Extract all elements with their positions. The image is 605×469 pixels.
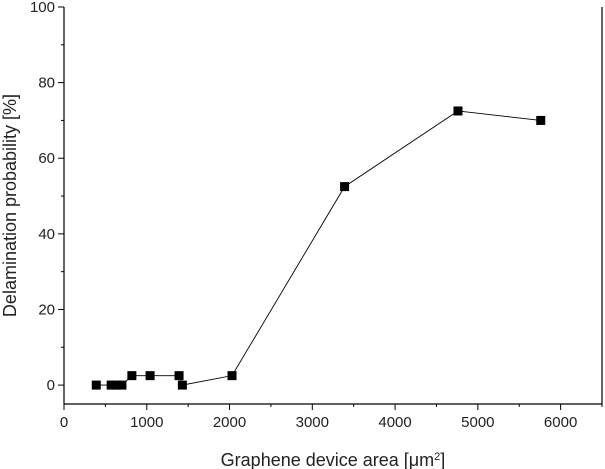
axes — [63, 7, 603, 405]
data-point — [111, 380, 121, 390]
data-point — [127, 371, 137, 381]
y-tick-label: 40 — [38, 226, 55, 243]
x-tick-label: 0 — [60, 414, 68, 431]
data-point — [117, 380, 127, 390]
data-point — [91, 380, 101, 390]
data-point — [453, 106, 463, 116]
x-axis-title-suffix: ] — [440, 450, 445, 469]
x-axis-ticks: 0 1000 2000 3000 4000 5000 6000 — [60, 404, 603, 431]
x-axis-title-superscript: 2 — [434, 451, 440, 463]
y-tick-label: 100 — [30, 0, 55, 16]
axis-frame — [63, 7, 603, 405]
x-tick-label: 1000 — [130, 414, 163, 431]
data-point — [177, 380, 187, 390]
x-axis-title: Graphene device area [μm2] — [221, 450, 446, 469]
x-tick-label: 3000 — [296, 414, 329, 431]
x-tick-label: 6000 — [544, 414, 577, 431]
x-tick-label: 4000 — [378, 414, 411, 431]
data-point — [145, 371, 155, 381]
series-line — [96, 110, 541, 386]
y-tick-label: 0 — [47, 377, 55, 394]
data-series — [91, 106, 546, 390]
x-tick-label: 5000 — [461, 414, 494, 431]
y-axis-title: Delamination probability [%] — [0, 94, 20, 317]
x-tick-label: 2000 — [213, 414, 246, 431]
data-point — [340, 182, 350, 192]
data-point — [106, 380, 116, 390]
y-tick-label: 60 — [38, 150, 55, 167]
y-tick-label: 80 — [38, 75, 55, 92]
x-axis-title-main: Graphene device area [μm — [221, 450, 435, 469]
data-point — [227, 371, 237, 381]
y-tick-label: 20 — [38, 301, 55, 318]
data-point — [174, 371, 184, 381]
y-axis-ticks: 0 20 40 60 80 100 — [30, 0, 64, 394]
data-point — [536, 115, 546, 125]
